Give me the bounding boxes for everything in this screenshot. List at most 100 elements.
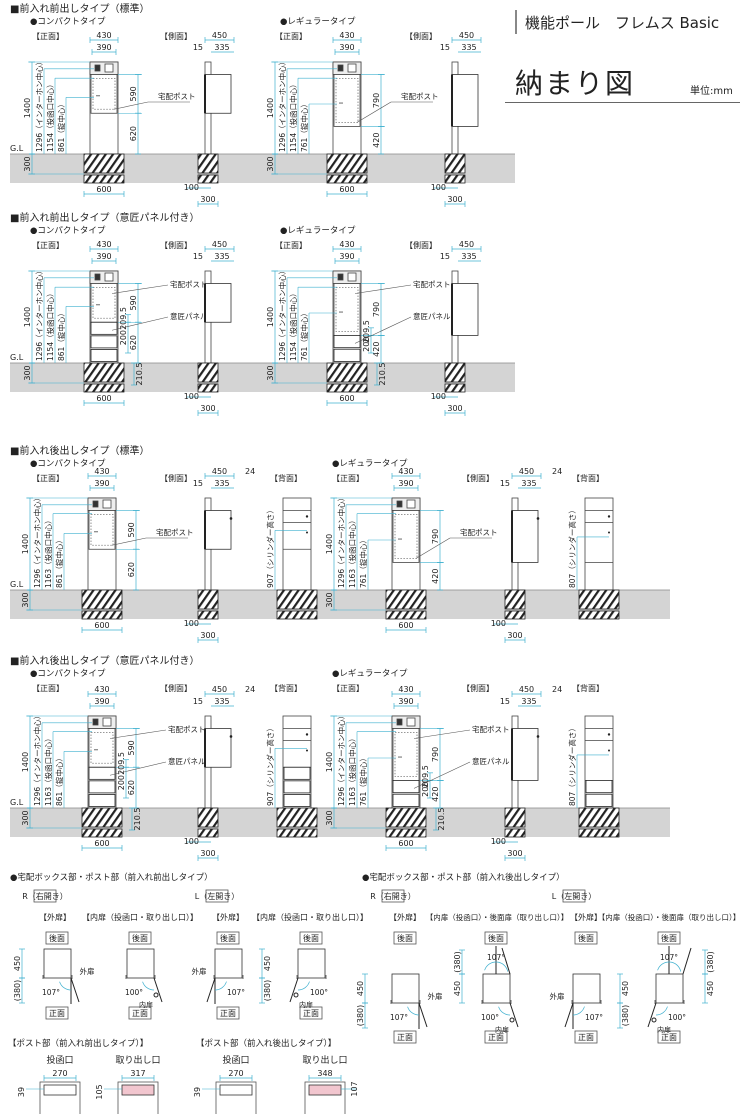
panel-c-dim: 210.5 [135,363,144,386]
ff-depth-dim: 450 [13,956,22,971]
type-title: ●コンパクトタイプ [30,17,106,27]
swing-arc [407,1006,420,1016]
depth-dim: 300 [21,592,30,607]
panel-b-dim: 200 [119,330,128,345]
foundation-hatch [197,807,219,828]
side-a-dim: 15 [193,479,203,488]
side-base-b-dim: 300 [447,404,462,413]
front-label: 正面 [397,1033,413,1042]
detail-title: ●宅配ボックス部・ポスト部（前入れ後出しタイプ） [362,872,565,883]
rear-label: 後面 [661,933,677,943]
width-outer-dim: 430 [398,467,413,476]
width-outer-dim: 430 [94,467,109,476]
side-view-label: 【側面】 [405,240,437,250]
delivery-box-side [204,728,232,768]
side-base-a-dim: 100 [491,837,506,846]
section-title: ■前入れ前出しタイプ（意匠パネル付き） [10,211,199,224]
front-view-label: 【正面】 [32,684,64,693]
foundation-width-dim: 600 [339,394,354,403]
fb-depth-dim: 450 [356,981,365,996]
section-title: ■前入れ後出しタイプ（意匠パネル付き） [10,654,199,667]
foundation-base [81,828,123,838]
design-panel-back [585,780,613,794]
center-height-label: 1154（投函口中心） [45,289,55,361]
width-outer-dim: 430 [94,685,109,694]
depth-dim: 300 [325,592,334,607]
delivery-box-door [92,78,116,110]
rear-label: 後面 [132,933,148,943]
knob-icon [153,992,159,998]
rear-swing-arc [657,961,682,972]
front-label-frame [393,1030,417,1044]
box-height-dim: 590 [129,86,138,101]
side-base-b-dim: 300 [507,631,522,640]
side-b-dim: 335 [521,697,536,706]
box-top-view [214,948,243,979]
foundation-base [83,383,125,393]
cylinder-icon [305,515,309,518]
side-b-dim: 335 [461,43,476,52]
foundation-hatch [326,153,368,174]
side-a-dim: 15 [193,252,203,261]
delivery-box-side [511,510,539,563]
panel-callout: 意匠パネル [170,311,208,321]
left-open-label: L（左開き） [552,891,596,901]
panel-callout-line [413,761,471,789]
swing-angle: 100° [310,988,328,997]
foundation-hatch [197,589,219,610]
side-a-dim: 15 [500,697,510,706]
panel-a-dim: 209.5 [119,307,128,330]
post-fb-title: 【ポスト部（前入れ後出しタイプ）】 [196,1038,336,1049]
delivery-box-front [392,510,420,563]
product-name: 機能ポール フレムス Basic [525,14,720,32]
front-view-label: 【正面】 [275,32,307,41]
fb-li-swing-dim: (380) [706,951,715,973]
front-label-frame [216,1006,240,1020]
foundation-width-dim: 600 [339,185,354,194]
open-door-line [70,977,80,1003]
foundation-hatch [276,807,318,828]
intercom-icon [94,64,101,72]
side-base-a-dim: 100 [184,619,199,628]
side-base-a-dim: 100 [184,837,199,846]
outer-door-heading: 【外扉】 [212,912,244,922]
outer-door-heading: 【外扉】 [389,912,421,922]
center-height-label: 1296（インターホン中心） [34,267,44,361]
foundation-base [197,610,219,620]
section-title: ■前入れ前出しタイプ（標準） [10,2,149,15]
gl-label: G.L [10,144,24,153]
swing-angle: 107° [42,988,60,997]
rear-label-frame [128,931,152,945]
height-dim: 1400 [266,98,275,118]
foundation-base [385,610,427,620]
cylinder-height-label: 807（シリンダー高さ） [567,506,577,588]
post-callout-line [413,729,471,739]
intercom-unit [89,270,119,284]
ff-insert-slot [43,1084,77,1096]
width-outer-dim: 430 [96,240,111,249]
front-view-label: 【正面】 [32,241,64,250]
inner-door-heading: 【内扉（投函口）・後面扉（取り出し口）】 [426,912,569,922]
handle-icon [229,735,233,738]
left-open-label-frame [562,889,586,903]
swing-angle: 107° [227,988,245,997]
side-b-dim: 335 [521,479,536,488]
design-panel [90,349,118,362]
post-callout: 宅配ポスト [401,91,439,101]
intercom-unit [332,61,362,75]
open-door-line [206,977,216,1003]
rear-swing-angle: 107° [487,953,505,962]
depth-dim: 300 [266,365,275,380]
cylinder-icon [608,531,610,534]
post-callout-line [111,284,169,294]
swing-arc [214,981,227,991]
post-ff-title: 【ポスト部（前入れ前出しタイプ）】 [8,1038,148,1049]
side-b-dim: 335 [461,252,476,261]
rear-label-frame [299,931,323,945]
front-label: 正面 [303,1009,319,1018]
post-callout-line [354,284,412,294]
knob-icon [651,1017,657,1023]
box-height-dim: 790 [431,529,440,544]
swing-arc [297,981,310,991]
outer-door-heading: 【外扉】 [570,912,602,922]
